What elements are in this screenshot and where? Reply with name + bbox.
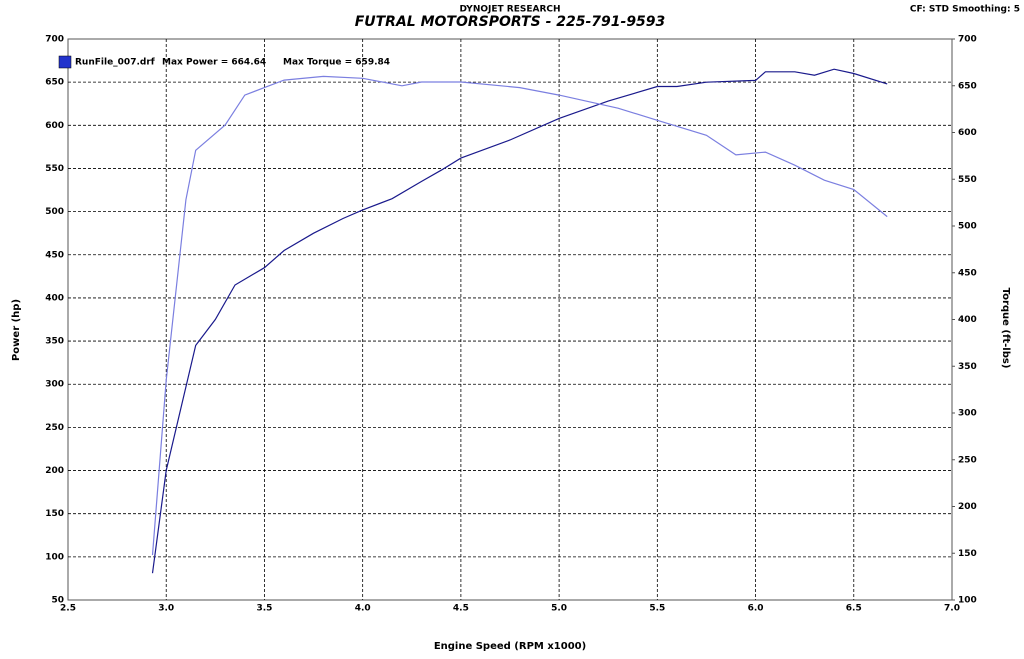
- chart-title: FUTRAL MOTORSPORTS - 225-791-9593: [355, 14, 666, 30]
- y2-tick-label: 700: [958, 35, 977, 45]
- y-tick-label: 550: [45, 164, 64, 174]
- y2-tick-label: 450: [958, 268, 977, 278]
- y-tick-label: 200: [45, 466, 64, 476]
- x-tick-label: 6.5: [846, 604, 862, 614]
- y2-tick-label: 200: [958, 502, 977, 512]
- series-line: [151, 75, 888, 556]
- annotation: Max Power = 664.64: [162, 58, 266, 68]
- y2-tick-label: 550: [958, 175, 977, 185]
- y-tick-label: 50: [51, 596, 64, 606]
- legend-label: RunFile_007.drf: [75, 58, 155, 68]
- y-tick-label: 300: [45, 380, 64, 390]
- y-tick-label: 500: [45, 207, 64, 217]
- series-line: [151, 68, 888, 574]
- x-tick-label: 3.0: [158, 604, 174, 614]
- y-tick-label: 700: [45, 35, 64, 45]
- y2-tick-label: 400: [958, 315, 977, 325]
- y2-tick-label: 100: [958, 596, 977, 606]
- y-axis-label: Power (hp): [11, 299, 22, 361]
- y2-tick-label: 500: [958, 222, 977, 232]
- x-tick-label: 6.0: [748, 604, 764, 614]
- y2-axis-label: Torque (ft-lbs): [1000, 288, 1011, 369]
- y-tick-label: 150: [45, 509, 64, 519]
- y2-tick-label: 250: [958, 455, 977, 465]
- x-tick-label: 3.5: [256, 604, 272, 614]
- y-tick-label: 600: [45, 121, 64, 131]
- x-tick-label: 7.0: [944, 604, 960, 614]
- y-tick-label: 650: [45, 78, 64, 88]
- legend-swatch: [58, 55, 72, 69]
- x-tick-label: 4.0: [355, 604, 371, 614]
- y-tick-label: 350: [45, 337, 64, 347]
- x-tick-label: 5.5: [649, 604, 665, 614]
- x-axis-label: Engine Speed (RPM x1000): [434, 641, 586, 652]
- chart-header: DYNOJET RESEARCH: [459, 5, 560, 15]
- settings: CF: STD Smoothing: 5: [910, 5, 1020, 15]
- y2-tick-label: 350: [958, 362, 977, 372]
- annotation: Max Torque = 659.84: [283, 58, 390, 68]
- y-tick-label: 400: [45, 293, 64, 303]
- y2-tick-label: 150: [958, 549, 977, 559]
- x-tick-label: 4.5: [453, 604, 469, 614]
- y-tick-label: 450: [45, 250, 64, 260]
- plot-frame: [67, 38, 953, 601]
- y2-tick-label: 600: [958, 128, 977, 138]
- x-tick-label: 2.5: [60, 604, 76, 614]
- y2-tick-label: 650: [958, 81, 977, 91]
- y-tick-label: 250: [45, 423, 64, 433]
- y-tick-label: 100: [45, 552, 64, 562]
- x-tick-label: 5.0: [551, 604, 567, 614]
- y2-tick-label: 300: [958, 409, 977, 419]
